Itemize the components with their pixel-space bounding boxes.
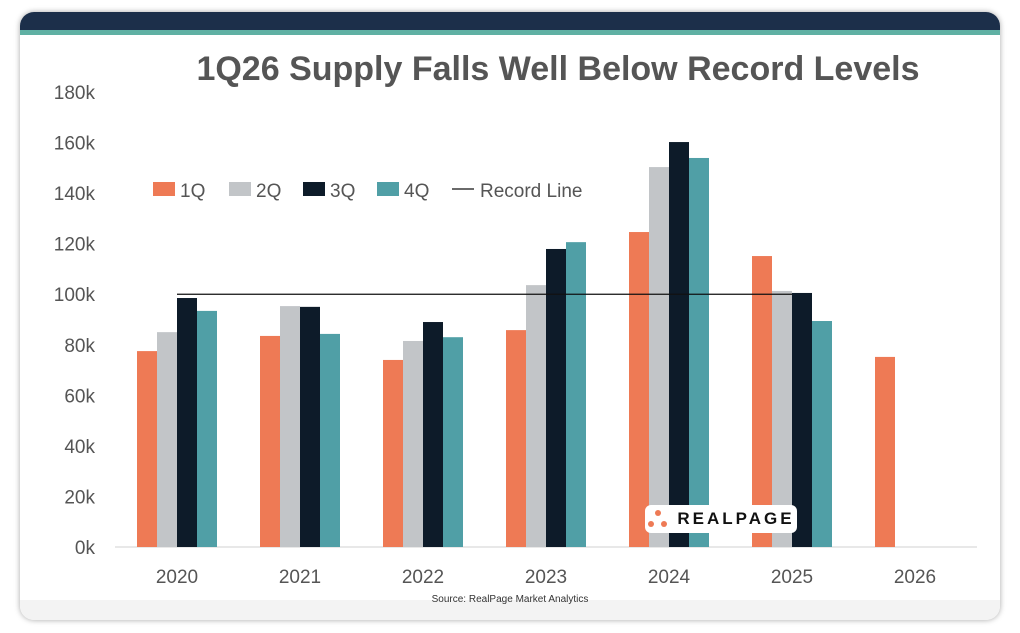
bar-2023-3Q [546,248,566,547]
bar-2026-1Q [875,356,895,547]
y-tick-label: 20k [64,487,95,508]
bar-2023-1Q [506,330,526,547]
bar-2024-1Q [629,232,649,548]
legend-swatch-2Q [229,182,251,196]
bar-2024-2Q [649,167,669,547]
x-tick-label: 2024 [648,567,691,588]
x-tick-label: 2021 [279,567,321,588]
source-note: Source: RealPage Market Analytics [431,594,589,605]
legend-label-3Q: 3Q [330,181,355,202]
bar-2024-3Q [669,142,689,548]
header-bar [20,12,1000,30]
y-tick-label: 60k [64,386,95,407]
bar-2020-4Q [197,310,217,547]
bar-2025-3Q [792,292,812,547]
y-tick-label: 160k [54,134,96,155]
bar-2025-2Q [772,290,792,547]
chart-title: 1Q26 Supply Falls Well Below Record Leve… [196,50,919,88]
x-tick-label: 2026 [894,567,936,588]
legend-label-4Q: 4Q [404,181,429,202]
y-tick-label: 120k [54,235,96,256]
legend-label-2Q: 2Q [256,181,281,202]
y-tick-label: 80k [64,336,95,357]
x-tick-label: 2022 [402,567,444,588]
footer-bar [20,600,1000,620]
y-tick-label: 140k [54,184,96,205]
bar-2022-4Q [443,337,463,547]
bar-2020-1Q [137,351,157,547]
bar-2021-2Q [280,306,300,547]
bar-2020-3Q [177,298,197,547]
bar-2025-1Q [752,256,772,547]
bar-2023-4Q [566,242,586,547]
bar-2022-1Q [383,359,403,547]
bar-2025-4Q [812,321,832,547]
bar-2020-2Q [157,332,177,547]
realpage-logo: REALPAGE [645,505,797,533]
legend-label-record-line: Record Line [480,181,582,202]
y-tick-label: 180k [54,83,96,104]
x-tick-label: 2020 [156,567,198,588]
legend-swatch-3Q [303,182,325,196]
bar-2022-2Q [403,340,423,547]
bar-2021-3Q [300,306,320,547]
logo-dots-icon [648,510,668,527]
bar-2021-4Q [320,333,340,547]
y-tick-label: 40k [64,437,95,458]
bar-2021-1Q [260,335,280,547]
x-tick-label: 2025 [771,567,813,588]
header-stripe [20,30,1000,35]
y-tick-label: 100k [54,285,96,306]
legend-label-1Q: 1Q [180,181,205,202]
bar-2023-2Q [526,285,546,547]
bar-2024-4Q [689,157,709,547]
y-tick-label: 0k [75,538,96,559]
bar-2022-3Q [423,322,443,547]
logo-text: REALPAGE [677,509,795,528]
x-tick-label: 2023 [525,567,567,588]
legend-swatch-1Q [153,182,175,196]
legend-swatch-4Q [377,182,399,196]
